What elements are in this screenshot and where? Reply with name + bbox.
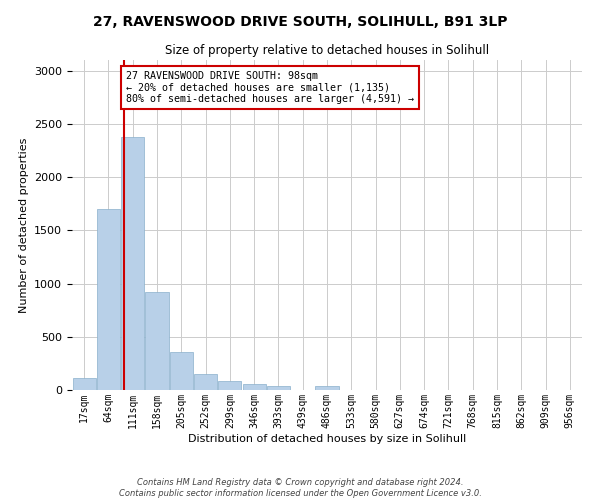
Bar [170, 352, 193, 390]
Bar [121, 136, 144, 390]
Bar [218, 381, 241, 390]
Bar [316, 386, 338, 390]
Y-axis label: Number of detached properties: Number of detached properties [19, 138, 29, 312]
Text: 27 RAVENSWOOD DRIVE SOUTH: 98sqm
← 20% of detached houses are smaller (1,135)
80: 27 RAVENSWOOD DRIVE SOUTH: 98sqm ← 20% o… [126, 70, 414, 104]
Bar [194, 374, 217, 390]
Title: Size of property relative to detached houses in Solihull: Size of property relative to detached ho… [165, 44, 489, 58]
Bar [267, 386, 290, 390]
Text: Contains HM Land Registry data © Crown copyright and database right 2024.
Contai: Contains HM Land Registry data © Crown c… [119, 478, 481, 498]
X-axis label: Distribution of detached houses by size in Solihull: Distribution of detached houses by size … [188, 434, 466, 444]
Bar [73, 378, 95, 390]
Bar [145, 292, 169, 390]
Bar [97, 209, 120, 390]
Bar [242, 384, 266, 390]
Text: 27, RAVENSWOOD DRIVE SOUTH, SOLIHULL, B91 3LP: 27, RAVENSWOOD DRIVE SOUTH, SOLIHULL, B9… [93, 15, 507, 29]
